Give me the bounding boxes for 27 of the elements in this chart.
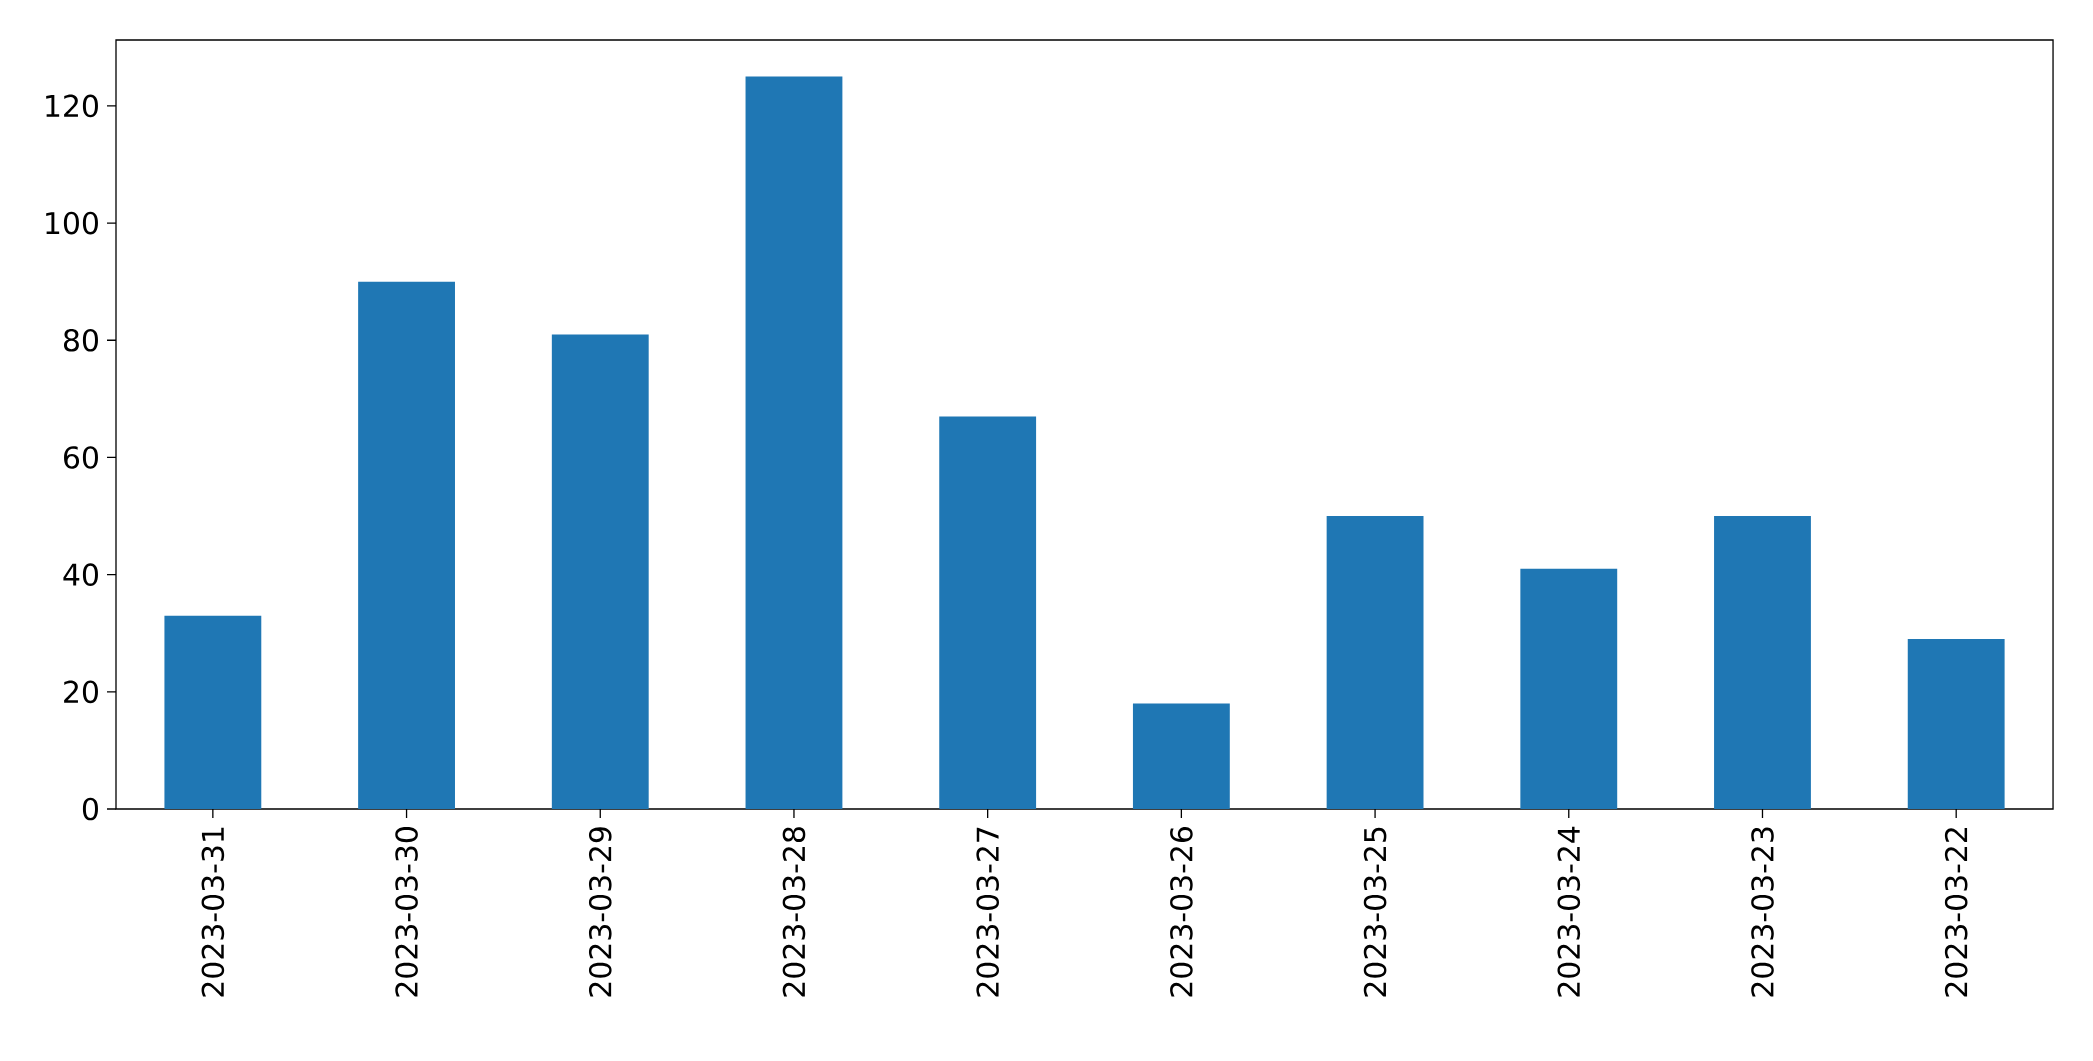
bar <box>164 615 262 809</box>
bar <box>745 76 843 809</box>
y-tick-label: 0 <box>82 797 98 821</box>
y-tick-label: 80 <box>63 328 98 352</box>
bar <box>1326 516 1424 809</box>
x-tick-label: 2023-03-29 <box>588 827 612 997</box>
y-tick-label: 100 <box>46 211 98 235</box>
x-tick-label: 2023-03-25 <box>1363 827 1387 997</box>
x-tick-label: 2023-03-23 <box>1751 827 1774 997</box>
bar <box>1907 639 2005 809</box>
x-tick-label: 2023-03-28 <box>782 827 806 997</box>
bar <box>358 281 455 809</box>
y-tick-label: 40 <box>63 563 98 586</box>
y-tick-label: 120 <box>46 94 98 118</box>
x-tick-label: 2023-03-24 <box>1557 826 1581 997</box>
x-tick-label: 2023-03-22 <box>1944 828 1968 997</box>
x-tick-label: 2023-03-30 <box>395 827 418 997</box>
bar <box>939 416 1037 809</box>
y-tick-label: 20 <box>64 680 98 704</box>
bar <box>1714 516 1811 809</box>
bar <box>1520 568 1618 809</box>
x-tick-label: 2023-03-26 <box>1170 826 1193 997</box>
bar <box>551 334 649 809</box>
bar <box>1132 703 1230 809</box>
x-tick-label: 2023-03-27 <box>976 827 999 997</box>
y-tick-label: 60 <box>64 446 98 469</box>
x-tick-label: 2023-03-31 <box>201 827 225 997</box>
